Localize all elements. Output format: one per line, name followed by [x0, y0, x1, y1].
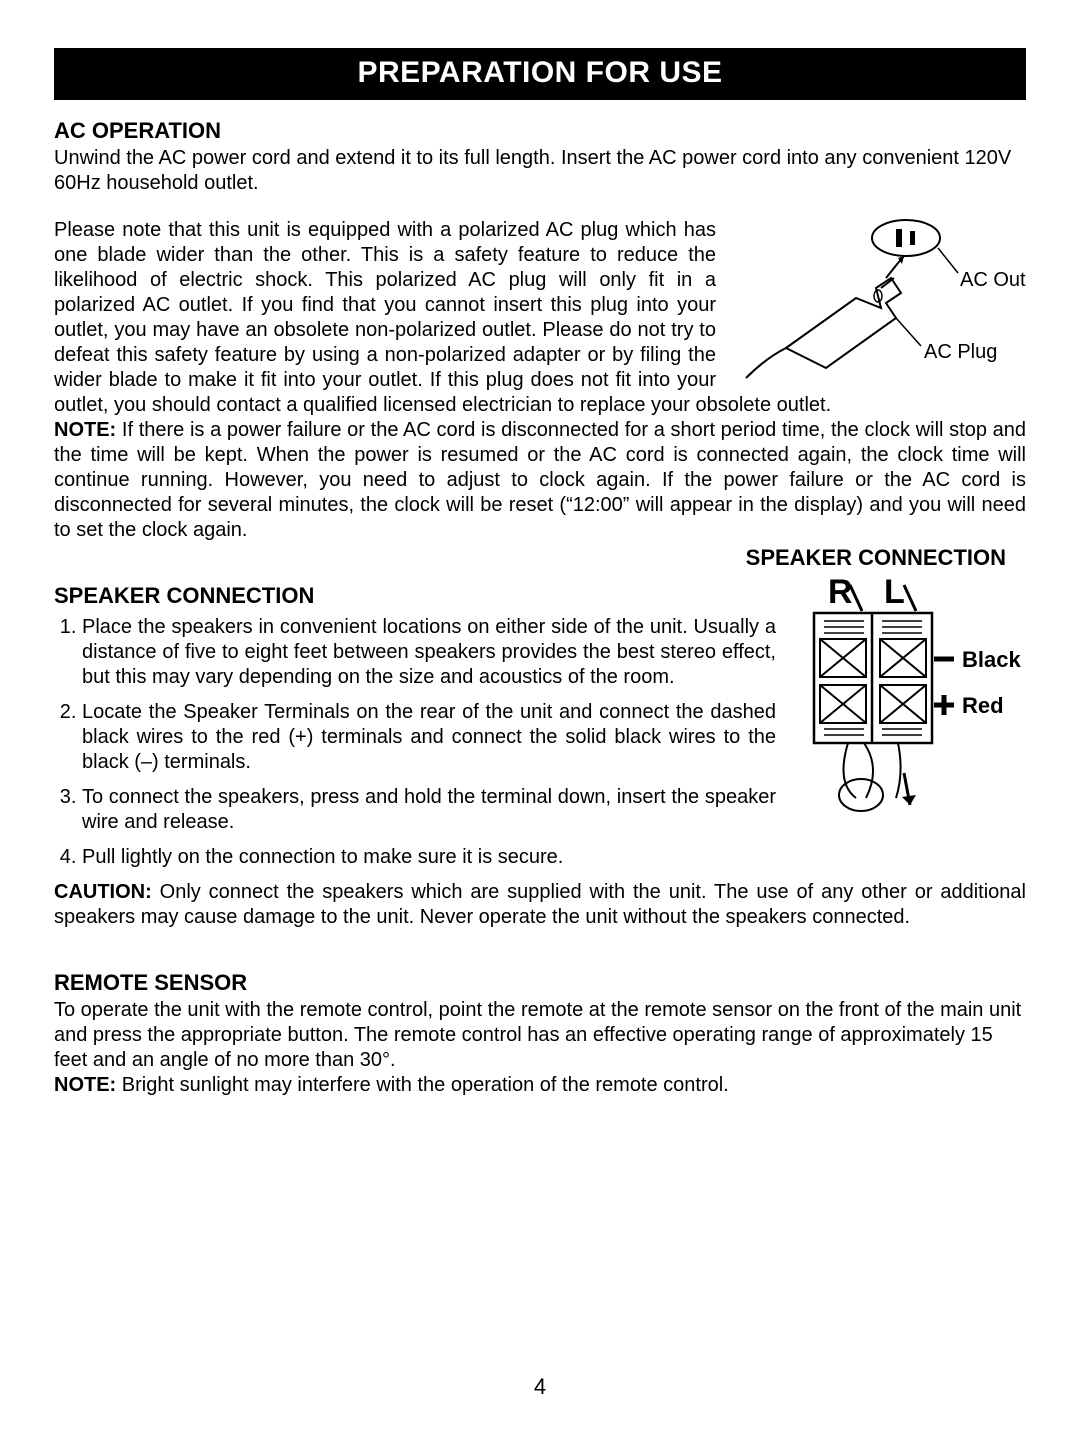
speaker-caution: CAUTION: Only connect the speakers which… — [54, 880, 1026, 930]
ac-plug-svg: AC Outlet AC Plug — [726, 218, 1026, 388]
page-container: PREPARATION FOR USE AC OPERATION Unwind … — [0, 0, 1080, 1098]
remote-note-label: NOTE: — [54, 1074, 116, 1096]
speaker-figure-title: SPEAKER CONNECTION — [54, 545, 1006, 571]
remote-note: NOTE: Bright sunlight may interfere with… — [54, 1073, 1026, 1098]
remote-sensor-heading: REMOTE SENSOR — [54, 970, 1026, 996]
list-item: Pull lightly on the connection to make s… — [82, 845, 1026, 870]
speaker-black-label: Black — [962, 647, 1021, 672]
ac-operation-heading: AC OPERATION — [54, 118, 1026, 144]
ac-note-text: If there is a power failure or the AC co… — [54, 419, 1026, 541]
ac-outlet-label: AC Outlet — [960, 269, 1026, 291]
section-banner: PREPARATION FOR USE — [54, 48, 1026, 100]
speaker-svg: R L — [786, 573, 1026, 823]
ac-note: NOTE: If there is a power failure or the… — [54, 418, 1026, 543]
ac-row: AC Outlet AC Plug Please note that this … — [54, 218, 1026, 418]
speaker-l-label: L — [884, 573, 905, 611]
speaker-caution-text: Only connect the speakers which are supp… — [54, 881, 1026, 928]
page-number: 4 — [0, 1374, 1080, 1400]
speaker-caution-label: CAUTION: — [54, 881, 152, 903]
ac-paragraph-1: Unwind the AC power cord and extend it t… — [54, 146, 1026, 196]
remote-paragraph: To operate the unit with the remote cont… — [54, 998, 1026, 1073]
ac-plug-figure: AC Outlet AC Plug — [726, 218, 1026, 393]
speaker-figure: R L — [786, 573, 1026, 828]
remote-note-text: Bright sunlight may interfere with the o… — [116, 1074, 729, 1096]
ac-note-label: NOTE: — [54, 419, 116, 441]
ac-plug-label: AC Plug — [924, 341, 997, 363]
speaker-r-label: R — [828, 573, 853, 611]
speaker-red-label: Red — [962, 693, 1004, 718]
